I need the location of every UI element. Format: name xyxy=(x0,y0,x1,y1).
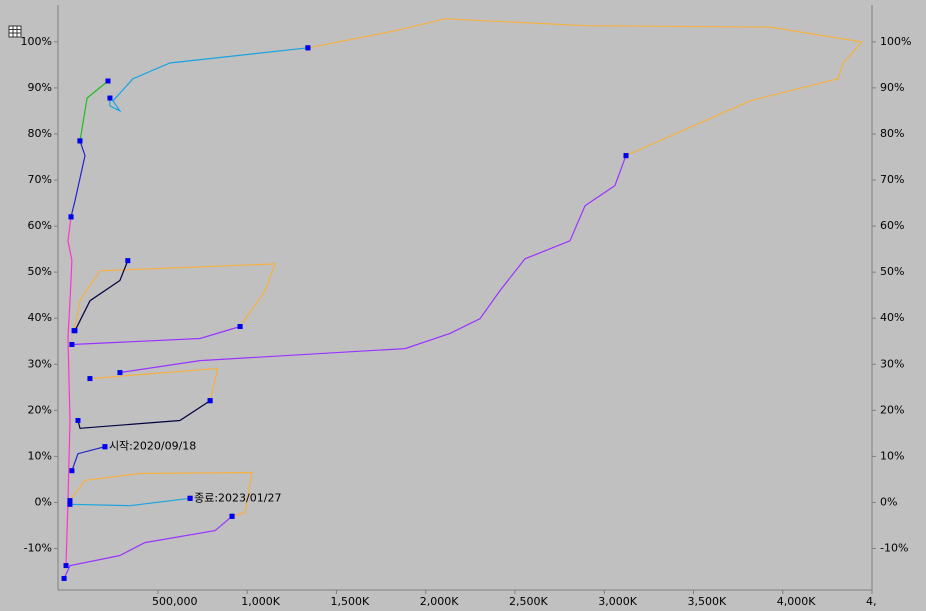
y2-tick-label: 90% xyxy=(880,81,904,94)
y-tick-label: 10% xyxy=(28,449,52,462)
y-tick-label: 30% xyxy=(28,357,52,370)
series-line xyxy=(69,471,253,517)
point-marker xyxy=(237,324,243,330)
point-marker xyxy=(67,498,73,504)
icon-lines[interactable] xyxy=(9,26,21,37)
x-tick-label: 4, xyxy=(866,595,877,608)
icon-frame[interactable] xyxy=(8,25,22,38)
y2-tick-label: 0% xyxy=(880,495,897,508)
series-line xyxy=(109,47,308,113)
series-line xyxy=(71,325,241,346)
point-marker xyxy=(117,370,123,376)
x-tick-label: 3,500K xyxy=(687,595,726,608)
y-tick-label: 0% xyxy=(35,495,52,508)
series-line xyxy=(79,80,109,141)
y2-tick-label: 40% xyxy=(880,311,904,324)
point-marker xyxy=(77,138,83,144)
annotation: 종료:2023/01/27 xyxy=(194,491,281,504)
y-tick-label: -10% xyxy=(24,542,52,555)
y-tick-label: 20% xyxy=(28,403,52,416)
y2-tick-label: -10% xyxy=(880,542,908,555)
y2-tick-label: 30% xyxy=(880,357,904,370)
point-marker xyxy=(207,398,213,404)
y2-tick-label: 50% xyxy=(880,265,904,278)
series-line xyxy=(65,216,73,566)
annotation-marker xyxy=(102,444,108,450)
point-marker xyxy=(63,563,69,569)
point-marker xyxy=(61,575,67,581)
series-line xyxy=(77,400,211,429)
y-tick-label: 70% xyxy=(28,173,52,186)
series-line xyxy=(119,155,627,374)
x-tick-label: 3,000K xyxy=(598,595,637,608)
point-marker xyxy=(69,341,75,347)
y-tick-label: 40% xyxy=(28,311,52,324)
annotation-marker xyxy=(187,495,193,501)
y-tick-label: 100% xyxy=(21,35,52,48)
point-marker xyxy=(623,153,629,159)
series-line xyxy=(71,446,106,471)
x-tick-label: 2,500K xyxy=(509,595,548,608)
series-line xyxy=(73,263,276,331)
annotation: 시작:2020/09/18 xyxy=(109,440,196,453)
point-marker xyxy=(107,95,113,101)
series-line xyxy=(63,515,233,579)
point-marker xyxy=(68,214,74,220)
point-marker xyxy=(69,468,75,474)
series-line xyxy=(69,497,191,507)
x-tick-label: 1,000K xyxy=(241,595,280,608)
x-tick-label: 1,500K xyxy=(330,595,369,608)
series-line xyxy=(74,260,129,331)
point-marker xyxy=(75,417,81,423)
y-tick-label: 50% xyxy=(28,265,52,278)
y2-tick-label: 100% xyxy=(880,35,911,48)
x-tick-label: 4,000K xyxy=(777,595,816,608)
series-line xyxy=(307,18,864,157)
point-marker xyxy=(229,513,235,519)
y-tick-label: 90% xyxy=(28,81,52,94)
x-tick-label: 500,000 xyxy=(152,595,198,608)
x-tick-label: 2,000K xyxy=(420,595,459,608)
y2-tick-label: 20% xyxy=(880,403,904,416)
grid-icon[interactable] xyxy=(8,25,22,38)
point-marker xyxy=(87,376,93,382)
y-tick-label: 60% xyxy=(28,219,52,232)
point-marker xyxy=(125,258,131,264)
y2-tick-label: 70% xyxy=(880,173,904,186)
point-marker xyxy=(72,328,78,334)
point-marker xyxy=(105,78,111,84)
y2-tick-label: 80% xyxy=(880,127,904,140)
series-line xyxy=(89,367,219,401)
series-line xyxy=(70,140,86,218)
y-tick-label: 80% xyxy=(28,127,52,140)
point-marker xyxy=(67,501,73,507)
y2-tick-label: 10% xyxy=(880,449,904,462)
y2-tick-label: 60% xyxy=(880,219,904,232)
point-marker xyxy=(305,45,311,51)
